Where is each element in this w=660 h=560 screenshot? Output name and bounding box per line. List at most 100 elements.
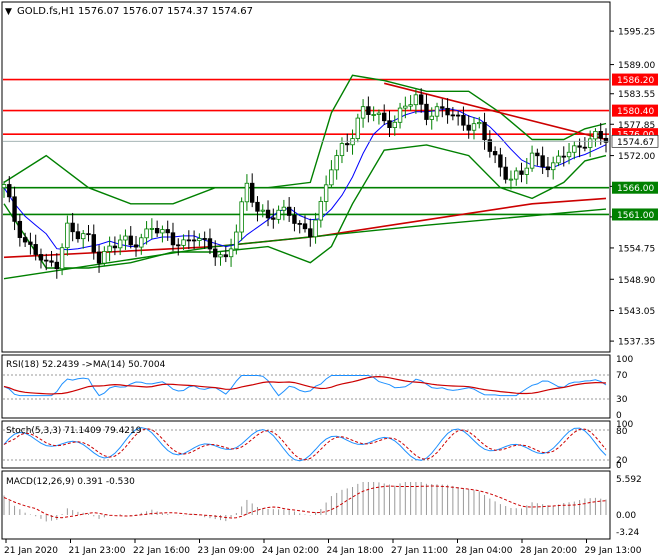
candle-body: [75, 231, 81, 240]
candle-body: [186, 239, 192, 242]
candle-body: [149, 228, 155, 230]
candle-body: [498, 154, 503, 168]
candle-body: [508, 178, 514, 181]
stoch-tick-100: 100: [616, 420, 633, 430]
level-tag-label: 1580.40: [617, 107, 654, 117]
candle-body: [582, 146, 588, 149]
candle-body: [434, 106, 440, 117]
candle-body: [366, 106, 371, 115]
candle-body: [249, 182, 255, 203]
candle-body: [133, 244, 139, 248]
level-tag-label: 1566.00: [617, 184, 654, 194]
rsi-tick-0: 0: [616, 411, 622, 421]
candle-body: [239, 201, 244, 233]
candle-body: [213, 248, 218, 258]
candle-body: [271, 217, 276, 220]
price-tick-label: 1583.55: [618, 90, 655, 100]
candle-body: [450, 114, 456, 117]
time-tick-label: 24 Jan 02:00: [262, 546, 319, 556]
candle-body: [160, 229, 165, 234]
symbol-header: GOLD.fs,H1 1576.07 1576.07 1574.37 1574.…: [17, 6, 253, 17]
bollinger-upper-line: [3, 74, 607, 205]
candle-body: [244, 182, 250, 203]
rsi-tick-30: 30: [616, 395, 628, 405]
price-tick-label: 1589.00: [618, 61, 655, 71]
stoch-tick-80: 80: [616, 427, 628, 437]
macd-tick-zero: 0.00: [616, 511, 636, 521]
candle-body: [33, 244, 38, 255]
candle-body: [540, 155, 545, 168]
candle-body: [102, 251, 107, 264]
candle-body: [355, 117, 361, 139]
candle-body: [455, 114, 461, 117]
time-tick-label: 27 Jan 11:00: [391, 546, 448, 556]
candle-body: [566, 151, 572, 158]
macd-tick-bottom: -3.24: [616, 528, 640, 538]
candle-body: [112, 245, 118, 249]
candle-body: [96, 251, 102, 264]
candle-body: [345, 143, 350, 146]
candle-body: [445, 107, 450, 116]
candle-body: [334, 155, 339, 171]
candle-body: [561, 155, 566, 158]
candle-body: [265, 209, 271, 219]
price-tick-label: 1548.90: [618, 276, 655, 286]
candle-body: [286, 206, 292, 216]
candle-body: [49, 260, 54, 263]
candle-body: [318, 201, 324, 221]
support-trendline: [3, 208, 607, 280]
candle-body: [202, 238, 207, 240]
price-tick-label: 1572.00: [618, 152, 655, 162]
candle-body: [302, 223, 308, 230]
time-tick-label: 22 Jan 16:00: [133, 546, 190, 556]
price-tick-label: 1595.25: [618, 28, 655, 38]
candle-body: [376, 112, 382, 115]
macd-title: MACD(12,26,9) 0.391 -0.530: [6, 477, 135, 487]
candle-body: [54, 261, 60, 270]
candle-body: [1, 184, 7, 189]
candle-body: [197, 238, 202, 241]
candle-body: [387, 120, 392, 129]
candle-body: [7, 184, 12, 198]
macd-tick-top: 5.592: [616, 475, 642, 485]
level-tag-label: 1561.00: [617, 211, 654, 221]
time-tick-label: 28 Jan 04:00: [456, 546, 513, 556]
candle-body: [276, 209, 281, 220]
level-tag: [612, 181, 658, 194]
candle-body: [392, 121, 397, 129]
candle-body: [429, 115, 434, 120]
candle-body: [487, 139, 493, 152]
time-tick-label: 21 Jan 2020: [4, 546, 58, 556]
candle-body: [382, 112, 387, 122]
current-price-label: 1574.67: [617, 138, 654, 148]
candle-body: [529, 152, 535, 169]
candle-body: [535, 152, 540, 157]
time-tick-label: 29 Jan 13:00: [585, 546, 642, 556]
stoch-k-line: [3, 427, 607, 462]
candle-body: [360, 106, 366, 119]
rsi-tick-70: 70: [616, 371, 628, 381]
stoch-tick-0: 0: [616, 461, 622, 471]
candle-body: [144, 228, 149, 239]
candle-body: [154, 228, 160, 234]
candle-body: [181, 239, 186, 246]
candle-body: [292, 215, 297, 224]
time-tick-label: 21 Jan 23:00: [69, 546, 126, 556]
candle-body: [418, 94, 424, 105]
candle-body: [550, 162, 556, 171]
collapse-triangle-icon[interactable]: ▼: [5, 7, 12, 17]
candle-body: [603, 137, 609, 143]
rsi-line: [3, 375, 607, 397]
candle-body: [587, 138, 593, 148]
level-tag: [612, 208, 658, 221]
candle-body: [128, 235, 133, 246]
candle-body: [38, 254, 44, 261]
candle-body: [519, 170, 524, 175]
candle-body: [139, 237, 144, 248]
candle-body: [329, 169, 334, 186]
candle-body: [255, 201, 260, 212]
candle-body: [503, 166, 508, 180]
time-tick-label: 24 Jan 18:00: [327, 546, 384, 556]
rsi-tick-100: 100: [616, 355, 633, 365]
